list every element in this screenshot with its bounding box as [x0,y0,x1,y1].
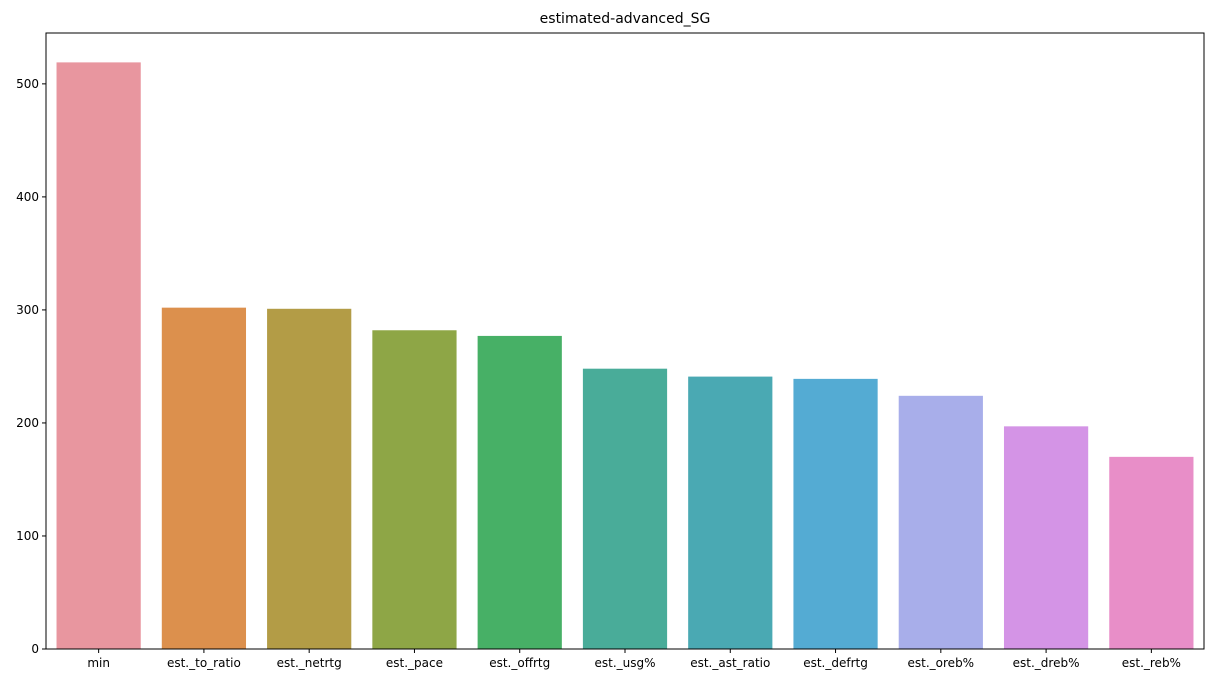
bars-group [56,62,1194,650]
bar-9 [1003,426,1089,649]
y-tick-label: 200 [16,416,39,430]
x-axis-ticks: min est._to_ratio est._netrtg est._pace est.… [87,649,1181,670]
x-tick-label: est._pace [386,656,443,670]
x-tick-label: est._offrtg [489,656,550,670]
x-tick-label: est._usg% [594,656,655,670]
y-tick-label: 0 [31,642,39,656]
x-tick-label: est._defrtg [803,656,868,670]
x-tick-label: est._netrtg [277,656,342,670]
bar-5 [582,368,668,649]
plot-frame [45,32,1205,650]
x-tick-label: est._ast_ratio [690,656,770,670]
y-tick-label: 300 [16,303,39,317]
y-axis-ticks: 0 100 200 300 400 500 [16,77,46,656]
bar-7 [793,378,878,649]
x-tick-label: est._to_ratio [167,656,241,670]
bar-3 [372,330,457,649]
bar-0 [56,62,141,650]
x-tick-label: est._dreb% [1013,656,1080,670]
bar-10 [1109,456,1194,649]
bar-2 [267,308,352,649]
y-tick-label: 400 [16,190,39,204]
chart-title: estimated-advanced_SG [540,11,711,27]
x-tick-label: est._reb% [1122,656,1181,670]
bar-8 [898,395,983,649]
x-tick-label: min [87,656,110,670]
bar-6 [688,376,773,649]
y-tick-label: 100 [16,529,39,543]
y-tick-label: 500 [16,77,39,91]
bar-1 [161,307,247,649]
x-tick-label: est._oreb% [908,656,975,670]
bar-4 [477,335,562,649]
